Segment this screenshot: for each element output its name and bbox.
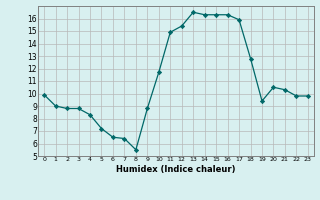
X-axis label: Humidex (Indice chaleur): Humidex (Indice chaleur) (116, 165, 236, 174)
